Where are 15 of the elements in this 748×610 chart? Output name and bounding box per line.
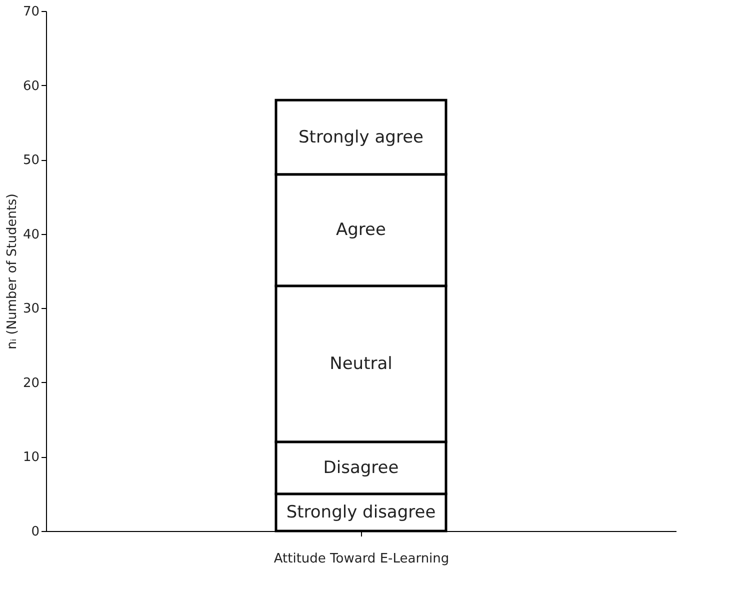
y-tick-label: 70 xyxy=(22,4,40,20)
y-tick-label: 40 xyxy=(22,227,40,242)
y-tick-label: 20 xyxy=(22,376,40,391)
y-tick-label: 50 xyxy=(22,153,40,168)
series-label: Strongly disagree xyxy=(286,502,436,522)
series-label: Strongly agree xyxy=(298,127,424,148)
y-axis-title: nᵢ (Number of Students) xyxy=(4,194,20,350)
y-tick-label: 30 xyxy=(22,302,40,317)
series-label: Neutral xyxy=(330,354,392,374)
series-label: Agree xyxy=(336,220,386,240)
y-tick-label: 10 xyxy=(22,450,40,466)
series-label: Disagree xyxy=(323,458,399,478)
y-tick-label: 60 xyxy=(22,78,40,94)
x-axis-title: Attitude Toward E-Learning xyxy=(274,552,450,566)
y-tick-label: 0 xyxy=(31,524,40,540)
